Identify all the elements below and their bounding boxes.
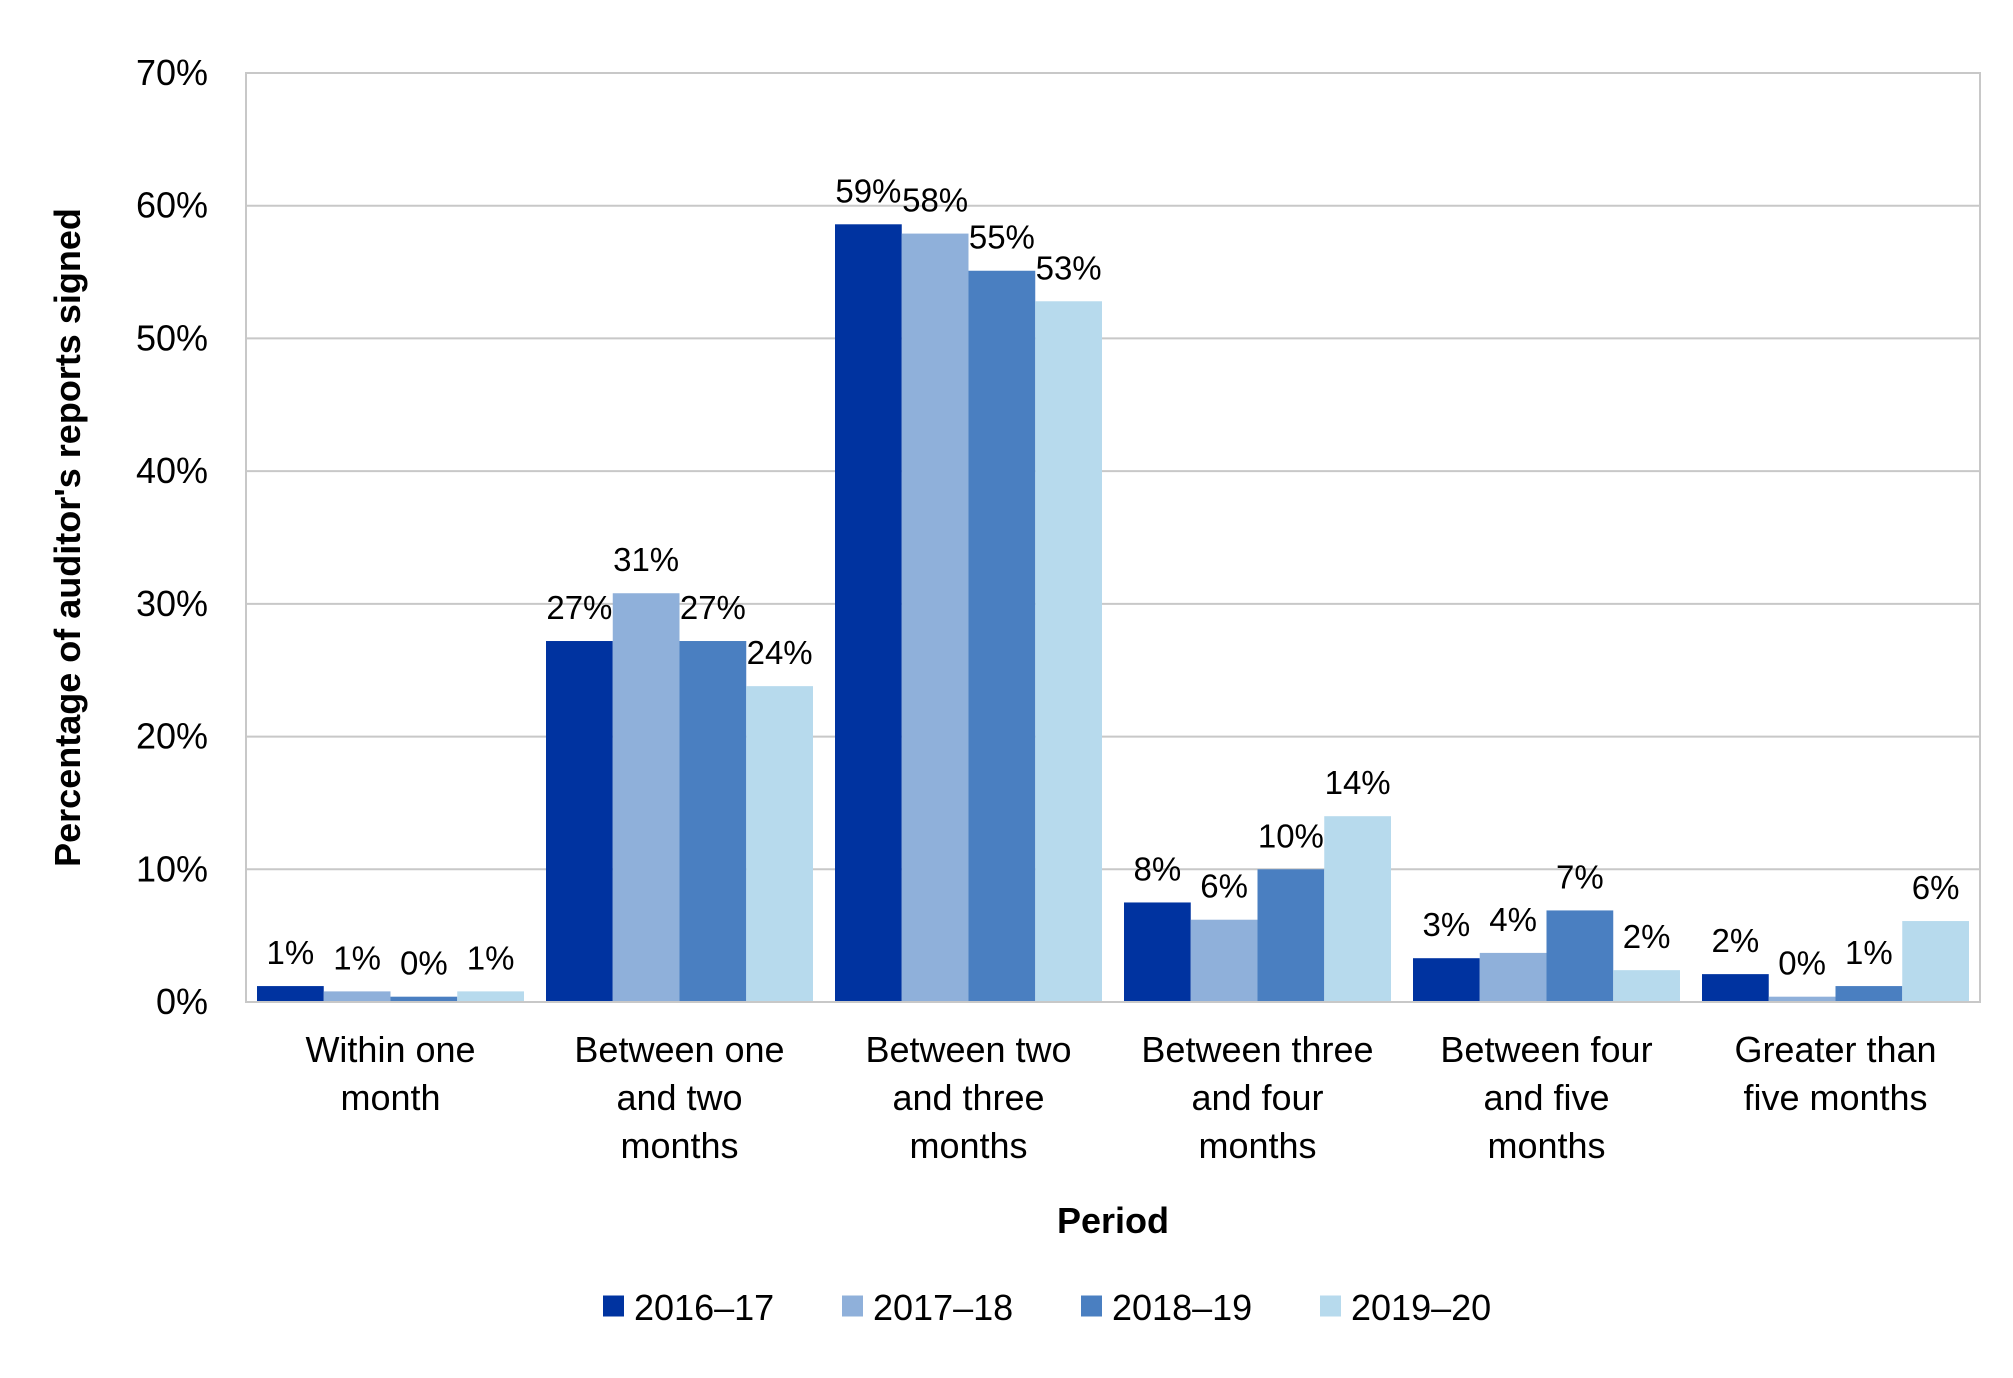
x-category-label-line: month [340, 1077, 440, 1118]
data-label: 31% [613, 541, 679, 578]
data-label: 1% [1845, 934, 1893, 971]
data-label: 58% [902, 182, 968, 219]
bar [901, 233, 969, 1002]
data-label: 55% [969, 219, 1035, 256]
y-tick-label: 30% [136, 583, 208, 624]
y-axis-ticks: 0% 10% 20% 30% 40% 50% 60% 70% [136, 52, 208, 1022]
bar [1190, 919, 1258, 1002]
x-category-label-line: Between one [574, 1029, 784, 1070]
x-category-label: Between three and four months [1141, 1029, 1373, 1166]
x-category-label-line: Between two [865, 1029, 1071, 1070]
bar [257, 986, 324, 1002]
x-category-label-line: months [620, 1125, 738, 1166]
bar [323, 991, 391, 1002]
data-label: 1% [333, 939, 381, 976]
x-category-label-line: and two [616, 1077, 742, 1118]
x-category-label-line: Greater than [1734, 1029, 1936, 1070]
bar [1479, 952, 1547, 1002]
x-category-label: Within one month [305, 1029, 475, 1118]
bar [1835, 986, 1903, 1002]
data-label: 6% [1912, 869, 1960, 906]
data-label: 8% [1134, 850, 1182, 887]
x-axis-title: Period [1057, 1200, 1169, 1241]
legend-swatch [1081, 1295, 1102, 1317]
data-label: 59% [835, 172, 901, 209]
bar [457, 991, 524, 1002]
y-tick-label: 10% [136, 848, 208, 889]
x-category-label-line: months [1198, 1125, 1316, 1166]
bar [1613, 970, 1680, 1002]
legend-label: 2016–17 [634, 1287, 774, 1328]
legend-label: 2017–18 [873, 1287, 1013, 1328]
bars [257, 224, 1969, 1003]
data-label: 1% [267, 934, 315, 971]
x-category-label-line: Within one [305, 1029, 475, 1070]
bar [1257, 869, 1325, 1002]
y-tick-label: 20% [136, 716, 208, 757]
x-category-label-line: Between four [1440, 1029, 1652, 1070]
y-tick-label: 40% [136, 450, 208, 491]
x-category-label: Between one and two months [574, 1029, 784, 1166]
bar [1702, 974, 1769, 1002]
data-label: 53% [1036, 249, 1102, 286]
x-category-label-line: and five [1483, 1077, 1609, 1118]
x-category-label-line: Between three [1141, 1029, 1373, 1070]
x-category-label: Greater than five months [1734, 1029, 1936, 1118]
data-label: 3% [1423, 906, 1471, 943]
x-category-label-line: months [1487, 1125, 1605, 1166]
x-category-label-line: five months [1743, 1077, 1927, 1118]
data-label: 6% [1200, 868, 1248, 905]
y-axis-title: Percentage of auditor's reports signed [47, 208, 88, 867]
x-category-label: Between two and three months [865, 1029, 1071, 1166]
legend-label: 2018–19 [1112, 1287, 1252, 1328]
legend: 2016–17 2017–18 2018–19 2019–20 [603, 1287, 1491, 1328]
legend-swatch [603, 1295, 624, 1317]
bar [1124, 902, 1191, 1002]
bar [1546, 910, 1614, 1002]
data-label: 14% [1325, 764, 1391, 801]
legend-swatch [842, 1295, 863, 1317]
y-tick-label: 60% [136, 185, 208, 226]
y-tick-label: 50% [136, 317, 208, 358]
data-label: 7% [1556, 858, 1604, 895]
legend-swatch [1320, 1295, 1341, 1317]
x-category-label-line: months [909, 1125, 1027, 1166]
legend-label: 2019–20 [1351, 1287, 1491, 1328]
y-tick-label: 70% [136, 52, 208, 93]
bar [1902, 921, 1969, 1002]
data-label: 1% [467, 939, 515, 976]
bar [835, 224, 902, 1002]
x-category-label-line: and four [1191, 1077, 1323, 1118]
data-label: 27% [546, 589, 612, 626]
plot-area-frame [245, 72, 1981, 1003]
data-label: 0% [1778, 945, 1826, 982]
y-tick-label: 0% [156, 981, 208, 1022]
data-label: 0% [400, 945, 448, 982]
bar [679, 641, 747, 1002]
bar [1413, 958, 1480, 1002]
bar [1035, 301, 1102, 1003]
bar [1768, 996, 1836, 1002]
data-label: 4% [1489, 901, 1537, 938]
bar [1324, 816, 1391, 1002]
bar [746, 686, 813, 1002]
data-label: 27% [680, 589, 746, 626]
bar [546, 641, 613, 1002]
data-label: 2% [1623, 918, 1671, 955]
data-label: 2% [1712, 922, 1760, 959]
data-labels: 1% 27% 59% 8% 3% 2% 1% 31% 58% 6% 4% 0% 0% 27% 55% 10% 7… [267, 172, 1960, 981]
data-label: 24% [747, 634, 813, 671]
bar [390, 996, 458, 1002]
data-label: 10% [1258, 817, 1324, 854]
bar [968, 270, 1036, 1003]
x-category-label: Between four and five months [1440, 1029, 1652, 1166]
bar [612, 593, 680, 1002]
x-category-label-line: and three [892, 1077, 1044, 1118]
